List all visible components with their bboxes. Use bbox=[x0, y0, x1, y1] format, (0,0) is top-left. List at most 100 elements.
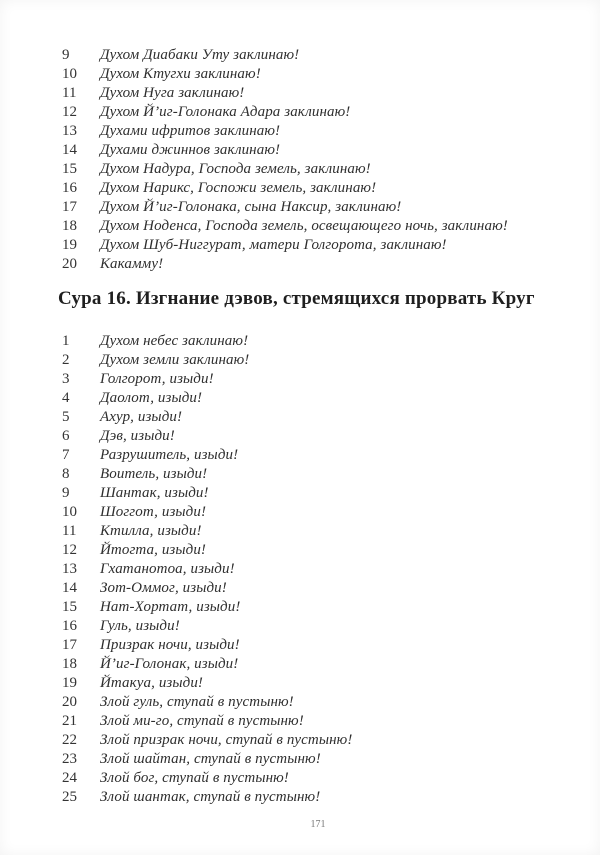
verse-text: Йтогта, изыди! bbox=[100, 542, 207, 558]
verse-text: Духом Ктугхи заклинаю! bbox=[100, 66, 261, 82]
verse-number: 21 bbox=[62, 713, 77, 729]
verse-text: Злой ми-го, ступай в пустыню! bbox=[100, 713, 304, 729]
verse-row: 24 Злой бог, ступай в пустыню! bbox=[62, 769, 572, 788]
verse-number: 1 bbox=[62, 333, 70, 349]
verse-row: 2 Духом земли заклинаю! bbox=[62, 351, 572, 370]
verse-row: 9 Шантак, изыди! bbox=[62, 484, 572, 503]
verse-number: 12 bbox=[62, 104, 77, 120]
verse-text: Призрак ночи, изыди! bbox=[100, 637, 240, 653]
verse-list-sura-16: 1 Духом небес заклинаю! 2 Духом земли за… bbox=[62, 332, 572, 807]
verse-text: Й’иг-Голонак, изыди! bbox=[100, 656, 239, 672]
verse-number: 19 bbox=[62, 237, 77, 253]
verse-row: 16 Гуль, изыди! bbox=[62, 617, 572, 636]
section-heading: Сура 16. Изгнание дэвов, стремящихся про… bbox=[58, 288, 535, 309]
verse-text: Воитель, изыди! bbox=[100, 466, 208, 482]
verse-number: 16 bbox=[62, 618, 77, 634]
verse-number: 23 bbox=[62, 751, 77, 767]
verse-row: 19 Духом Шуб-Ниггурат, матери Голгорота,… bbox=[62, 236, 572, 255]
verse-row: 18 Духом Ноденса, Господа земель, освеща… bbox=[62, 217, 572, 236]
verse-text: Голгорот, изыди! bbox=[100, 371, 214, 387]
verse-row: 21 Злой ми-го, ступай в пустыню! bbox=[62, 712, 572, 731]
verse-number: 17 bbox=[62, 199, 77, 215]
verse-number: 18 bbox=[62, 656, 77, 672]
verse-text: Духом Диабаки Уту заклинаю! bbox=[100, 47, 300, 63]
verse-text: Гуль, изыди! bbox=[100, 618, 180, 634]
verse-text: Разрушитель, изыди! bbox=[100, 447, 239, 463]
verse-row: 1 Духом небес заклинаю! bbox=[62, 332, 572, 351]
verse-text: Йтакуа, изыди! bbox=[100, 675, 204, 691]
verse-row: 18 Й’иг-Голонак, изыди! bbox=[62, 655, 572, 674]
verse-number: 12 bbox=[62, 542, 77, 558]
verse-number: 25 bbox=[62, 789, 77, 805]
verse-list-previous-sura: 9 Духом Диабаки Уту заклинаю! 10 Духом К… bbox=[62, 46, 572, 274]
verse-row: 3 Голгорот, изыди! bbox=[62, 370, 572, 389]
page-number: 171 bbox=[310, 819, 326, 830]
verse-row: 12 Духом Й’иг-Голонака Адара заклинаю! bbox=[62, 103, 572, 122]
verse-row: 13 Гхатанотоа, изыди! bbox=[62, 560, 572, 579]
verse-number: 13 bbox=[62, 123, 77, 139]
verse-row: 5 Ахур, изыди! bbox=[62, 408, 572, 427]
verse-number: 4 bbox=[62, 390, 70, 406]
verse-text: Даолот, изыди! bbox=[100, 390, 203, 406]
verse-text: Злой призрак ночи, ступай в пустыню! bbox=[100, 732, 353, 748]
verse-row: 11 Духом Нуга заклинаю! bbox=[62, 84, 572, 103]
verse-number: 18 bbox=[62, 218, 77, 234]
verse-number: 20 bbox=[62, 694, 77, 710]
verse-row: 14 Духами джиннов заклинаю! bbox=[62, 141, 572, 160]
verse-number: 14 bbox=[62, 580, 77, 596]
verse-text: Духом Шуб-Ниггурат, матери Голгорота, за… bbox=[100, 237, 447, 253]
verse-text: Духом Нарикс, Госпожи земель, заклинаю! bbox=[100, 180, 377, 196]
verse-row: 17 Духом Й’иг-Голонака, сына Наксир, зак… bbox=[62, 198, 572, 217]
verse-text: Духами ифритов заклинаю! bbox=[100, 123, 281, 139]
verse-text: Духами джиннов заклинаю! bbox=[100, 142, 281, 158]
verse-row: 8 Воитель, изыди! bbox=[62, 465, 572, 484]
verse-row: 20 Злой гуль, ступай в пустыню! bbox=[62, 693, 572, 712]
verse-text: Духом Надура, Господа земель, заклинаю! bbox=[100, 161, 371, 177]
verse-number: 13 bbox=[62, 561, 77, 577]
verse-text: Шантак, изыди! bbox=[100, 485, 209, 501]
verse-text: Духом Нуга заклинаю! bbox=[100, 85, 245, 101]
verse-number: 2 bbox=[62, 352, 70, 368]
verse-number: 15 bbox=[62, 599, 77, 615]
verse-text: Злой бог, ступай в пустыню! bbox=[100, 770, 289, 786]
verse-number: 11 bbox=[62, 523, 77, 539]
verse-number: 14 bbox=[62, 142, 77, 158]
verse-number: 24 bbox=[62, 770, 77, 786]
verse-row: 14 Зот-Оммог, изыди! bbox=[62, 579, 572, 598]
verse-row: 20 Какамму! bbox=[62, 255, 572, 274]
verse-number: 3 bbox=[62, 371, 70, 387]
verse-text: Нат-Хортат, изыди! bbox=[100, 599, 241, 615]
verse-row: 22 Злой призрак ночи, ступай в пустыню! bbox=[62, 731, 572, 750]
verse-row: 12 Йтогта, изыди! bbox=[62, 541, 572, 560]
verse-row: 13 Духами ифритов заклинаю! bbox=[62, 122, 572, 141]
verse-row: 10 Шоггот, изыди! bbox=[62, 503, 572, 522]
verse-row: 19 Йтакуа, изыди! bbox=[62, 674, 572, 693]
verse-number: 8 bbox=[62, 466, 70, 482]
verse-row: 15 Духом Надура, Господа земель, заклина… bbox=[62, 160, 572, 179]
verse-row: 4 Даолот, изыди! bbox=[62, 389, 572, 408]
verse-text: Злой шайтан, ступай в пустыню! bbox=[100, 751, 321, 767]
verse-number: 7 bbox=[62, 447, 70, 463]
verse-row: 15 Нат-Хортат, изыди! bbox=[62, 598, 572, 617]
verse-row: 16 Духом Нарикс, Госпожи земель, заклина… bbox=[62, 179, 572, 198]
verse-number: 17 bbox=[62, 637, 77, 653]
verse-row: 11 Ктилла, изыди! bbox=[62, 522, 572, 541]
verse-number: 10 bbox=[62, 504, 77, 520]
verse-number: 9 bbox=[62, 47, 70, 63]
verse-number: 6 bbox=[62, 428, 70, 444]
verse-text: Духом Й’иг-Голонака Адара заклинаю! bbox=[100, 104, 351, 120]
verse-text: Духом Ноденса, Господа земель, освещающе… bbox=[100, 218, 508, 234]
verse-text: Злой гуль, ступай в пустыню! bbox=[100, 694, 294, 710]
verse-row: 17 Призрак ночи, изыди! bbox=[62, 636, 572, 655]
verse-text: Духом земли заклинаю! bbox=[100, 352, 250, 368]
verse-number: 5 bbox=[62, 409, 70, 425]
verse-row: 25 Злой шантак, ступай в пустыню! bbox=[62, 788, 572, 807]
verse-row: 23 Злой шайтан, ступай в пустыню! bbox=[62, 750, 572, 769]
verse-row: 6 Дэв, изыди! bbox=[62, 427, 572, 446]
verse-text: Ахур, изыди! bbox=[100, 409, 183, 425]
verse-text: Дэв, изыди! bbox=[100, 428, 175, 444]
verse-text: Злой шантак, ступай в пустыню! bbox=[100, 789, 321, 805]
verse-text: Духом небес заклинаю! bbox=[100, 333, 249, 349]
verse-row: 10 Духом Ктугхи заклинаю! bbox=[62, 65, 572, 84]
